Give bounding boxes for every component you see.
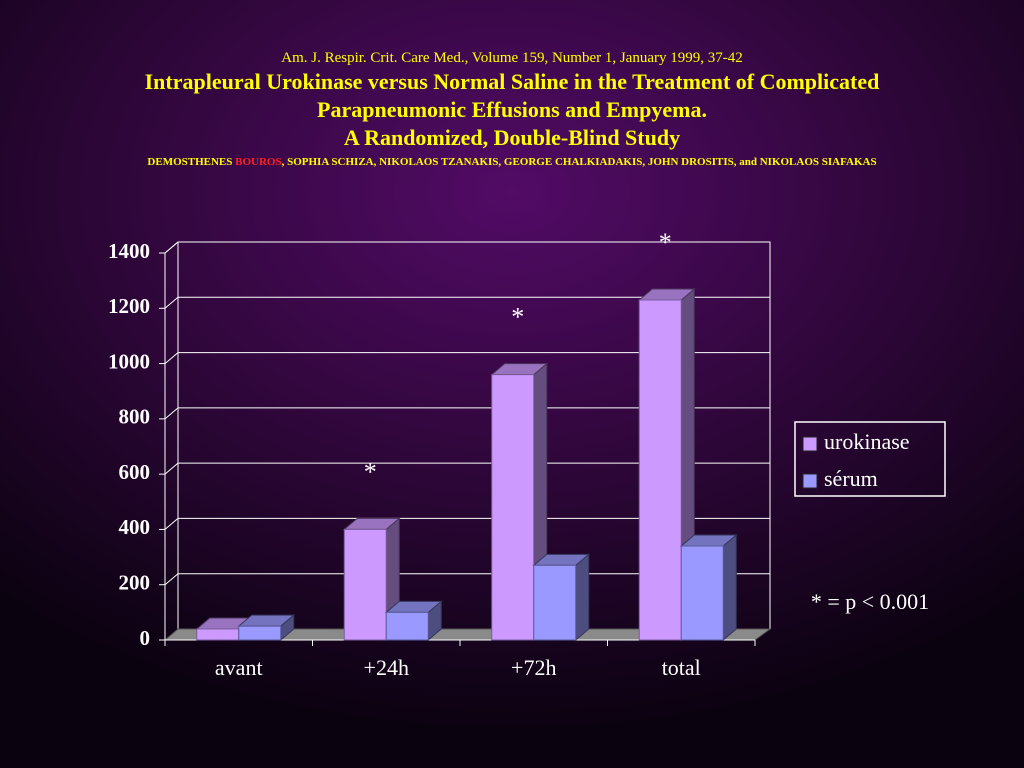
legend-label: sérum [824, 466, 878, 491]
bar [343, 528, 387, 641]
y-tick-label: 1400 [108, 239, 150, 263]
annotation: * [364, 457, 377, 486]
grid-line-side [164, 573, 179, 586]
bar [238, 625, 282, 641]
grid-line-side [164, 518, 179, 530]
annotation: * [511, 303, 524, 332]
authors: DEMOSTHENES BOUROS, SOPHIA SCHIZA, NIKOL… [0, 154, 1024, 170]
bar-side [575, 553, 590, 642]
y-tick-label: 1200 [108, 294, 150, 318]
legend-swatch [802, 436, 818, 452]
x-tick-label: avant [215, 655, 263, 680]
bar [491, 374, 535, 641]
grid-line-side [164, 352, 179, 364]
grid-line-side [164, 241, 179, 254]
citation: Am. J. Respir. Crit. Care Med., Volume 1… [281, 50, 743, 66]
title-line: A Randomized, Double-Blind Study [343, 125, 681, 150]
header: Am. J. Respir. Crit. Care Med., Volume 1… [0, 48, 1024, 170]
x-tick-label: +24h [364, 655, 409, 680]
y-tick-label: 400 [119, 515, 151, 539]
y-tick-label: 1000 [108, 349, 150, 373]
bar-side [722, 533, 737, 642]
title-line: Parapneumonic Effusions and Empyema. [317, 97, 707, 122]
title-line: Intrapleural Urokinase versus Normal Sal… [144, 69, 880, 94]
author-highlight: BOUROS [235, 156, 282, 168]
y-tick-label: 200 [119, 571, 151, 595]
y-tick-label: 800 [119, 405, 151, 429]
note: * = p < 0.001 [811, 589, 929, 614]
bar [196, 628, 240, 641]
bar [385, 611, 429, 641]
bar [680, 545, 724, 641]
authors-rest: , SOPHIA SCHIZA, NIKOLAOS TZANAKIS, GEOR… [281, 156, 877, 168]
y-tick-label: 600 [119, 460, 151, 484]
author: DEMOSTHENES [147, 156, 233, 168]
grid-line-side [164, 462, 179, 475]
x-tick-label: total [662, 655, 701, 680]
annotation: * [659, 228, 672, 257]
bar [533, 564, 577, 641]
grid-line-side [164, 296, 179, 309]
y-tick-label: 0 [140, 626, 151, 650]
legend-swatch [802, 473, 818, 489]
legend-box [794, 421, 946, 497]
legend-label: urokinase [824, 429, 910, 454]
bar [638, 299, 682, 641]
x-tick-label: +72h [511, 655, 556, 680]
grid-line-side [164, 407, 179, 420]
